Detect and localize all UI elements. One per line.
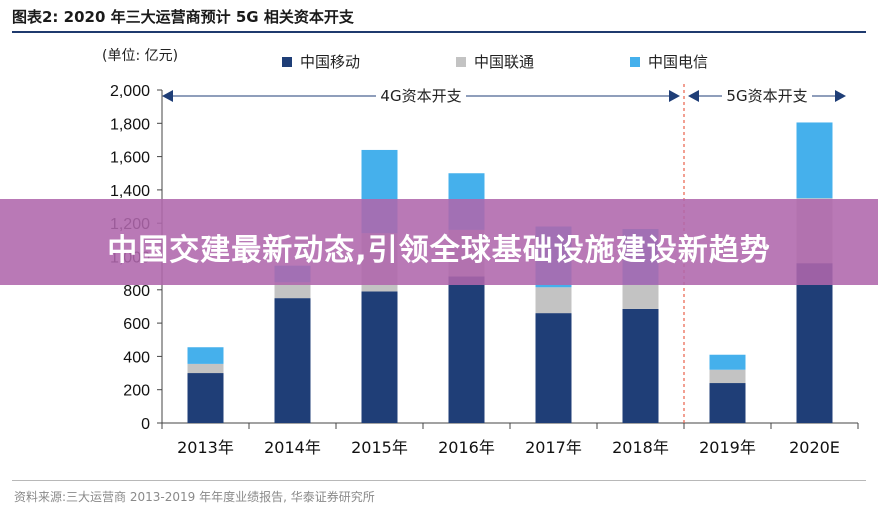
bar-stack-2015年 [361, 149, 398, 423]
bar-segment [796, 263, 833, 423]
bar-segment [535, 313, 572, 423]
arrow-head-right [669, 90, 680, 102]
x-tick-label: 2013年 [177, 438, 234, 457]
x-tick-label: 2018年 [612, 438, 669, 457]
x-tick-label: 2017年 [525, 438, 582, 457]
y-tick-label: 800 [123, 283, 150, 300]
source-note: 资料来源:三大运营商 2013-2019 年年度业绩报告, 华泰证券研究所 [14, 490, 375, 504]
legend-item-3: 中国电信 [630, 53, 708, 71]
annotation-4g: 4G资本开支 [162, 84, 680, 106]
legend-label: 中国联通 [474, 53, 534, 71]
x-tick-label: 2016年 [438, 438, 495, 457]
banner-text: 中国交建最新动态,引领全球基础设施建设新趋势 [107, 233, 771, 268]
bar-segment [535, 287, 572, 314]
bar-segment [187, 363, 224, 374]
y-tick-label: 400 [123, 349, 150, 366]
bar-segment [622, 308, 659, 423]
bar-segment [361, 291, 398, 423]
y-tick-label: 200 [123, 383, 150, 400]
bar-segment [622, 284, 659, 309]
arrow-head-left [162, 90, 173, 102]
x-tick-label: 2014年 [264, 438, 321, 457]
annotation-5g: 5G资本开支 [688, 84, 846, 106]
figure-footer: 资料来源:三大运营商 2013-2019 年年度业绩报告, 华泰证券研究所 [12, 480, 866, 509]
y-tick-label: 1,400 [110, 183, 150, 200]
legend-swatch [630, 57, 640, 67]
bar-segment [796, 122, 833, 199]
x-tick-label: 2015年 [351, 438, 408, 457]
bar-segment [187, 373, 224, 423]
y-tick-label: 0 [141, 416, 150, 433]
y-tick-label: 600 [123, 316, 150, 333]
annotation-label-bg [722, 84, 812, 106]
x-tick-label: 2020E [789, 438, 840, 457]
capex-stacked-bar-chart: (单位: 亿元)02004006008001,0001,2001,4001,60… [102, 48, 859, 457]
unit-label: (单位: 亿元) [102, 48, 178, 64]
figure-header: 图表2: 2020 年三大运营商预计 5G 相关资本开支 [0, 0, 878, 34]
bar-segment [709, 354, 746, 370]
legend-item-1: 中国移动 [282, 53, 360, 71]
bar-stacks [187, 122, 833, 423]
annotations: 4G资本开支 5G资本开支 [162, 84, 846, 423]
legend-item-2: 中国联通 [456, 53, 534, 71]
arrow-head-left [688, 90, 699, 102]
bar-segment [187, 347, 224, 364]
y-tick-label: 1,600 [110, 150, 150, 167]
annotation-label-bg [376, 84, 466, 106]
annotation-label: 4G资本开支 [380, 87, 461, 105]
bar-segment [274, 298, 311, 423]
axes: (单位: 亿元)02004006008001,0001,2001,4001,60… [102, 48, 859, 457]
bar-stack-2014年 [274, 265, 311, 423]
bar-segment [709, 383, 746, 423]
x-tick-label: 2019年 [699, 438, 756, 457]
legend-label: 中国移动 [300, 53, 360, 71]
legend-swatch [282, 57, 292, 67]
annotation-label: 5G资本开支 [726, 87, 807, 105]
bar-stack-2013年 [187, 347, 224, 423]
bar-segment [274, 282, 311, 299]
header-rule [12, 31, 866, 33]
y-tick-label: 2,000 [110, 83, 150, 100]
bar-segment [448, 276, 485, 423]
overlay-banner: 中国交建最新动态,引领全球基础设施建设新趋势 [0, 199, 878, 285]
bar-segment [709, 369, 746, 384]
legend: 中国移动 中国联通 中国电信 [282, 53, 708, 71]
arrow-head-right [835, 90, 846, 102]
y-tick-label: 1,800 [110, 116, 150, 133]
legend-label: 中国电信 [648, 53, 708, 71]
bar-stack-2019年 [709, 354, 746, 423]
legend-swatch [456, 57, 466, 67]
figure-title: 图表2: 2020 年三大运营商预计 5G 相关资本开支 [12, 8, 354, 26]
